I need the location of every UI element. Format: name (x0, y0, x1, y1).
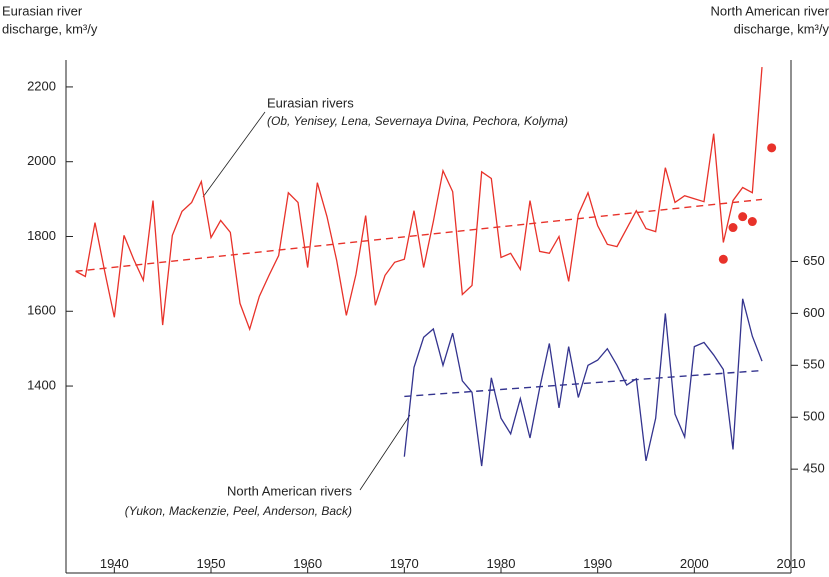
x-tick-label: 1940 (100, 556, 129, 571)
x-tick-label: 1970 (390, 556, 419, 571)
y-axis-title: Eurasian river (2, 3, 83, 18)
y2-tick-label: 650 (803, 253, 825, 268)
point (728, 223, 738, 233)
annotation: (Yukon, Mackenzie, Peel, Anderson, Back) (125, 504, 352, 518)
y2-tick-label: 600 (803, 305, 825, 320)
y2-axis-title: discharge, km³/y (734, 21, 829, 36)
series-line (403, 298, 763, 467)
y-axis-title: discharge, km³/y (2, 21, 98, 36)
annotation: (Ob, Yenisey, Lena, Severnaya Dvina, Pec… (267, 114, 568, 128)
y2-tick-label: 550 (803, 357, 825, 372)
point (718, 254, 728, 264)
y2-axis-title: North American river (711, 3, 829, 18)
annotation: North American rivers (227, 483, 352, 498)
x-tick-label: 2010 (777, 556, 806, 571)
leader-line (202, 111, 266, 198)
y-tick-label: 1400 (27, 377, 56, 392)
annotation: Eurasian rivers (267, 95, 354, 110)
point (767, 143, 777, 153)
y-tick-label: 1800 (27, 228, 56, 243)
point (738, 212, 748, 222)
leader-line (359, 414, 411, 491)
point (747, 217, 757, 227)
x-tick-label: 1980 (487, 556, 516, 571)
series-line (75, 67, 763, 332)
y2-tick-label: 450 (803, 461, 825, 476)
x-tick-label: 1990 (583, 556, 612, 571)
y-tick-label: 2200 (27, 78, 56, 93)
y-tick-label: 1600 (27, 303, 56, 318)
y-tick-label: 2000 (27, 153, 56, 168)
y2-tick-label: 500 (803, 409, 825, 424)
x-tick-label: 2000 (680, 556, 709, 571)
x-tick-label: 1960 (293, 556, 322, 571)
x-tick-label: 1950 (197, 556, 226, 571)
